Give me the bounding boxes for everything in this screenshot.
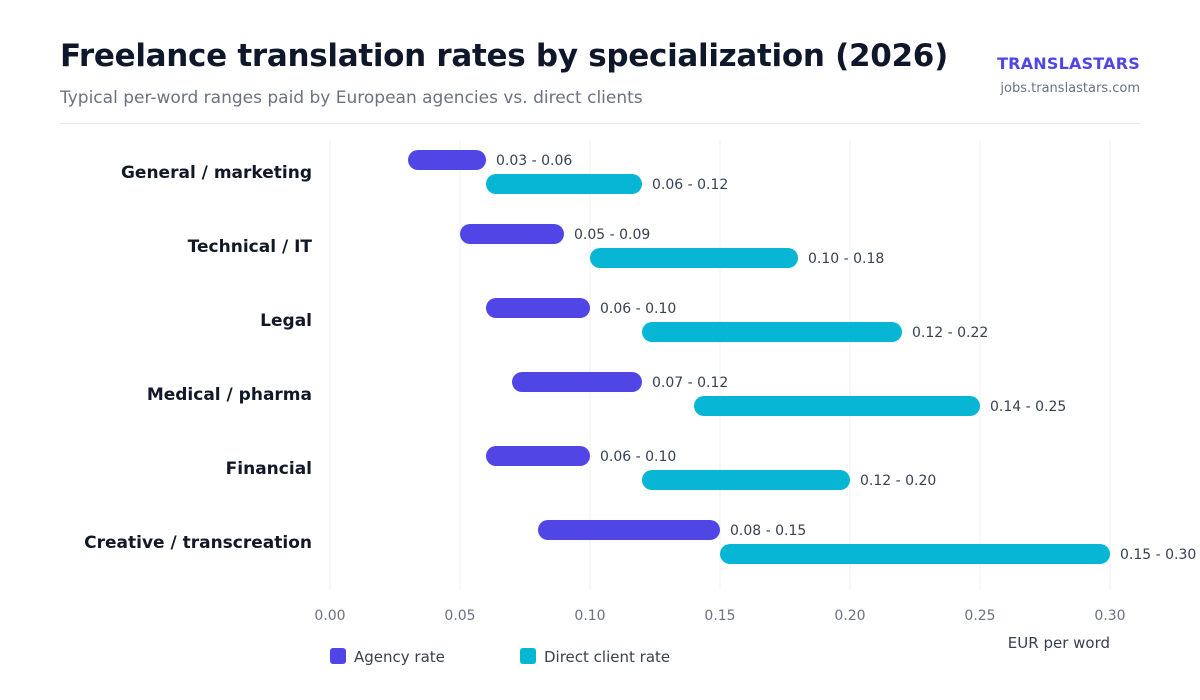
x-tick-label: 0.25 (964, 608, 995, 624)
range-value-label: 0.12 - 0.22 (912, 325, 988, 341)
gridlines (329, 140, 1111, 590)
direct-client-rate-bar (694, 396, 980, 416)
brand-name: TRANSLASTARS (997, 54, 1140, 73)
legend-swatch (330, 648, 346, 664)
agency-rate-bar (460, 224, 564, 244)
legend-swatch (520, 648, 536, 664)
x-tick-label: 0.15 (704, 608, 735, 624)
category-label: Financial (226, 459, 312, 479)
range-value-label: 0.07 - 0.12 (652, 375, 728, 391)
range-value-label: 0.10 - 0.18 (808, 251, 884, 267)
range-value-label: 0.08 - 0.15 (730, 523, 806, 539)
agency-rate-bar (538, 520, 720, 540)
range-value-label: 0.06 - 0.10 (600, 301, 676, 317)
agency-rate-bar (512, 372, 642, 392)
category-label: Legal (260, 311, 312, 331)
x-tick-label: 0.30 (1094, 608, 1125, 624)
range-value-label: 0.12 - 0.20 (860, 473, 936, 489)
x-axis: 0.00 0.05 0.10 0.15 0.20 0.25 0.30 EUR per word (314, 608, 1125, 652)
legend-label: Direct client rate (544, 648, 670, 666)
brand-url: jobs.translastars.com (1000, 81, 1140, 96)
header-divider (60, 123, 1140, 124)
range-value-label: 0.14 - 0.25 (990, 399, 1066, 415)
direct-client-rate-bar (590, 248, 798, 268)
category-label: Creative / transcreation (84, 533, 312, 553)
x-tick-label: 0.05 (444, 608, 475, 624)
direct-client-rate-bar (486, 174, 642, 194)
legend-label: Agency rate (354, 648, 445, 666)
chart-subtitle: Typical per-word ranges paid by European… (60, 88, 643, 108)
x-tick-label: 0.20 (834, 608, 865, 624)
category-label: Technical / IT (188, 237, 313, 257)
range-value-label: 0.05 - 0.09 (574, 227, 650, 243)
range-bars: General / marketing 0.03 - 0.06 0.06 - 0.1… (84, 150, 1196, 564)
category-label: Medical / pharma (147, 385, 312, 405)
x-tick-label: 0.00 (314, 608, 345, 624)
direct-client-rate-bar (720, 544, 1110, 564)
direct-client-rate-bar (642, 322, 902, 342)
range-value-label: 0.06 - 0.12 (652, 177, 728, 193)
range-value-label: 0.06 - 0.10 (600, 449, 676, 465)
agency-rate-bar (486, 298, 590, 318)
chart-title: Freelance translation rates by specializ… (60, 38, 948, 74)
agency-rate-bar (408, 150, 486, 170)
direct-client-rate-bar (642, 470, 850, 490)
category-label: General / marketing (121, 163, 312, 183)
agency-rate-bar (486, 446, 590, 466)
range-value-label: 0.03 - 0.06 (496, 153, 572, 169)
range-value-label: 0.15 - 0.30 (1120, 547, 1196, 563)
x-axis-title: EUR per word (1008, 634, 1110, 652)
x-tick-label: 0.10 (574, 608, 605, 624)
legend: Agency rate Direct client rate (330, 648, 670, 666)
